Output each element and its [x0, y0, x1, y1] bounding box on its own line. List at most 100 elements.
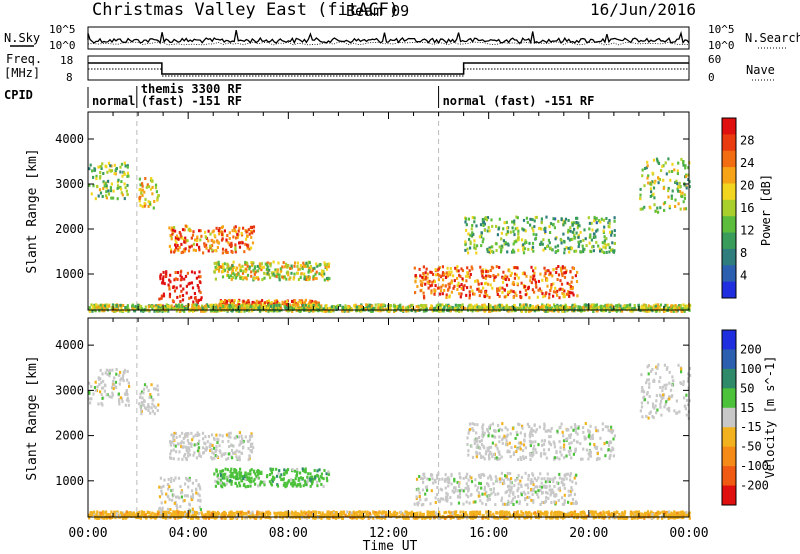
- range-gate-cell: [610, 449, 613, 453]
- range-gate-cell: [170, 304, 173, 308]
- range-gate-cell: [598, 457, 601, 461]
- range-gate-cell: [420, 304, 423, 308]
- range-gate-cell: [120, 306, 123, 310]
- range-gate-cell: [424, 282, 427, 286]
- range-gate-cell: [576, 226, 579, 230]
- range-gate-cell: [138, 177, 141, 181]
- range-gate-cell: [448, 306, 451, 310]
- range-gate-cell: [454, 486, 457, 490]
- range-gate-cell: [507, 278, 510, 282]
- range-gate-cell: [509, 306, 512, 310]
- range-gate-cell: [530, 441, 533, 445]
- range-gate-cell: [552, 222, 555, 226]
- range-gate-cell: [139, 203, 142, 207]
- range-gate-cell: [467, 449, 470, 453]
- range-gate-cell: [344, 304, 347, 308]
- range-gate-cell: [619, 309, 622, 313]
- range-gate-cell: [104, 194, 108, 198]
- range-gate-cell: [485, 449, 488, 453]
- range-gate-cell: [485, 503, 488, 506]
- range-gate-cell: [655, 411, 658, 415]
- range-gate-cell: [640, 307, 643, 311]
- range-gate-cell: [468, 290, 471, 294]
- range-gate-cell: [506, 230, 509, 234]
- range-gate-cell: [198, 270, 201, 274]
- range-gate-cell: [264, 262, 267, 266]
- range-gate-cell: [174, 248, 177, 252]
- range-gate-cell: [577, 224, 580, 228]
- range-gate-cell: [464, 243, 467, 247]
- range-gate-cell: [522, 218, 526, 222]
- range-gate-cell: [107, 189, 110, 193]
- range-gate-cell: [483, 282, 487, 286]
- range-gate-cell: [168, 287, 171, 291]
- range-gate-cell: [121, 400, 124, 404]
- range-gate-cell: [296, 261, 300, 265]
- range-gate-cell: [251, 442, 254, 446]
- range-gate-cell: [486, 247, 489, 251]
- range-gate-cell: [118, 382, 121, 386]
- range-gate-cell: [652, 304, 655, 308]
- range-gate-cell: [105, 184, 108, 188]
- range-gate-cell: [468, 303, 471, 307]
- range-gate-cell: [568, 442, 571, 446]
- range-gate-cell: [489, 309, 492, 313]
- range-gate-cell: [387, 309, 390, 313]
- range-gate-cell: [558, 306, 561, 310]
- range-gate-cell: [90, 192, 93, 196]
- range-gate-cell: [558, 296, 561, 300]
- range-gate-cell: [151, 402, 154, 406]
- range-gate-cell: [190, 244, 193, 248]
- range-gate-cell: [99, 368, 102, 372]
- range-gate-cell: [540, 307, 543, 311]
- range-gate-cell: [286, 307, 289, 311]
- range-gate-cell: [546, 245, 549, 248]
- range-gate-cell: [449, 309, 452, 313]
- range-gate-cell: [603, 242, 606, 246]
- range-gate-cell: [272, 477, 275, 481]
- range-gate-cell: [184, 482, 187, 486]
- range-gate-cell: [610, 425, 613, 429]
- range-gate-cell: [139, 396, 142, 399]
- range-gate-cell: [676, 187, 679, 191]
- range-gate-cell: [501, 502, 504, 506]
- range-gate-cell: [533, 219, 536, 223]
- range-gate-cell: [607, 448, 610, 452]
- range-gate-cell: [419, 307, 423, 311]
- range-gate-cell: [109, 189, 113, 193]
- range-gate-cell: [306, 306, 309, 310]
- range-gate-cell: [191, 481, 194, 485]
- range-gate-cell: [461, 277, 464, 281]
- range-gate-cell: [257, 469, 260, 473]
- nsky-tick-bottom: 10^0: [49, 39, 76, 52]
- range-gate-cell: [533, 271, 536, 275]
- range-gate-cell: [543, 448, 546, 452]
- range-gate-cell: [184, 456, 188, 460]
- range-gate-cell: [169, 441, 172, 445]
- range-gate-cell: [514, 436, 517, 440]
- range-gate-cell: [106, 305, 109, 309]
- range-gate-cell: [574, 447, 577, 451]
- range-gate-cell: [555, 305, 558, 309]
- range-gate-cell: [240, 471, 243, 475]
- range-gate-cell: [426, 280, 429, 284]
- range-gate-cell: [162, 270, 165, 274]
- range-gate-cell: [492, 453, 496, 456]
- range-gate-cell: [473, 438, 476, 442]
- range-gate-cell: [533, 423, 536, 427]
- range-gate-cell: [591, 306, 594, 310]
- range-gate-cell: [269, 276, 272, 280]
- range-gate-cell: [533, 309, 536, 313]
- range-gate-cell: [179, 284, 182, 288]
- range-gate-cell: [504, 474, 507, 478]
- range-gate-cell: [211, 451, 214, 455]
- range-gate-cell: [265, 300, 269, 304]
- range-gate-cell: [686, 307, 689, 311]
- range-gate-cell: [250, 476, 253, 480]
- range-gate-cell: [652, 186, 656, 190]
- range-gate-cell: [607, 428, 610, 432]
- range-gate-cell: [250, 305, 253, 309]
- range-gate-cell: [162, 294, 166, 298]
- range-gate-cell: [317, 301, 320, 305]
- range-gate-cell: [569, 246, 572, 250]
